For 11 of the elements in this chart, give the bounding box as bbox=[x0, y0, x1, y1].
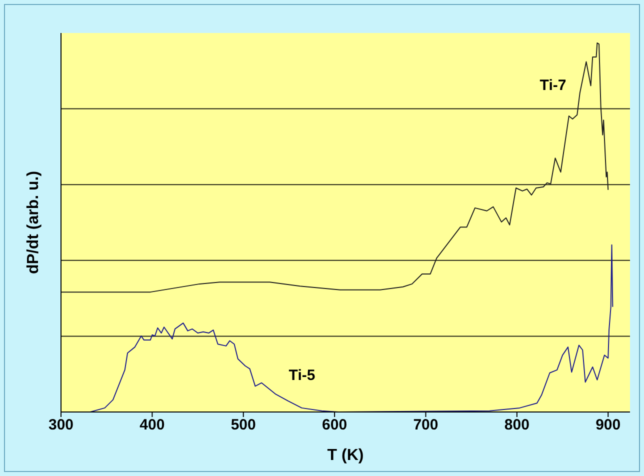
y-axis-title: dP/dt (arb. u.) bbox=[25, 170, 42, 274]
x-tick-label: 900 bbox=[596, 416, 621, 434]
x-tick-label: 800 bbox=[504, 416, 530, 434]
x-tick-label: 700 bbox=[413, 416, 438, 434]
x-tick-label: 600 bbox=[322, 416, 348, 434]
x-axis-title: T (K) bbox=[327, 447, 364, 464]
x-tick-label: 400 bbox=[140, 416, 165, 434]
annotation: Ti-7 bbox=[540, 77, 566, 94]
annotation: Ti-5 bbox=[288, 367, 316, 384]
x-tick-label: 500 bbox=[230, 416, 256, 434]
x-tick-label: 300 bbox=[48, 416, 74, 434]
